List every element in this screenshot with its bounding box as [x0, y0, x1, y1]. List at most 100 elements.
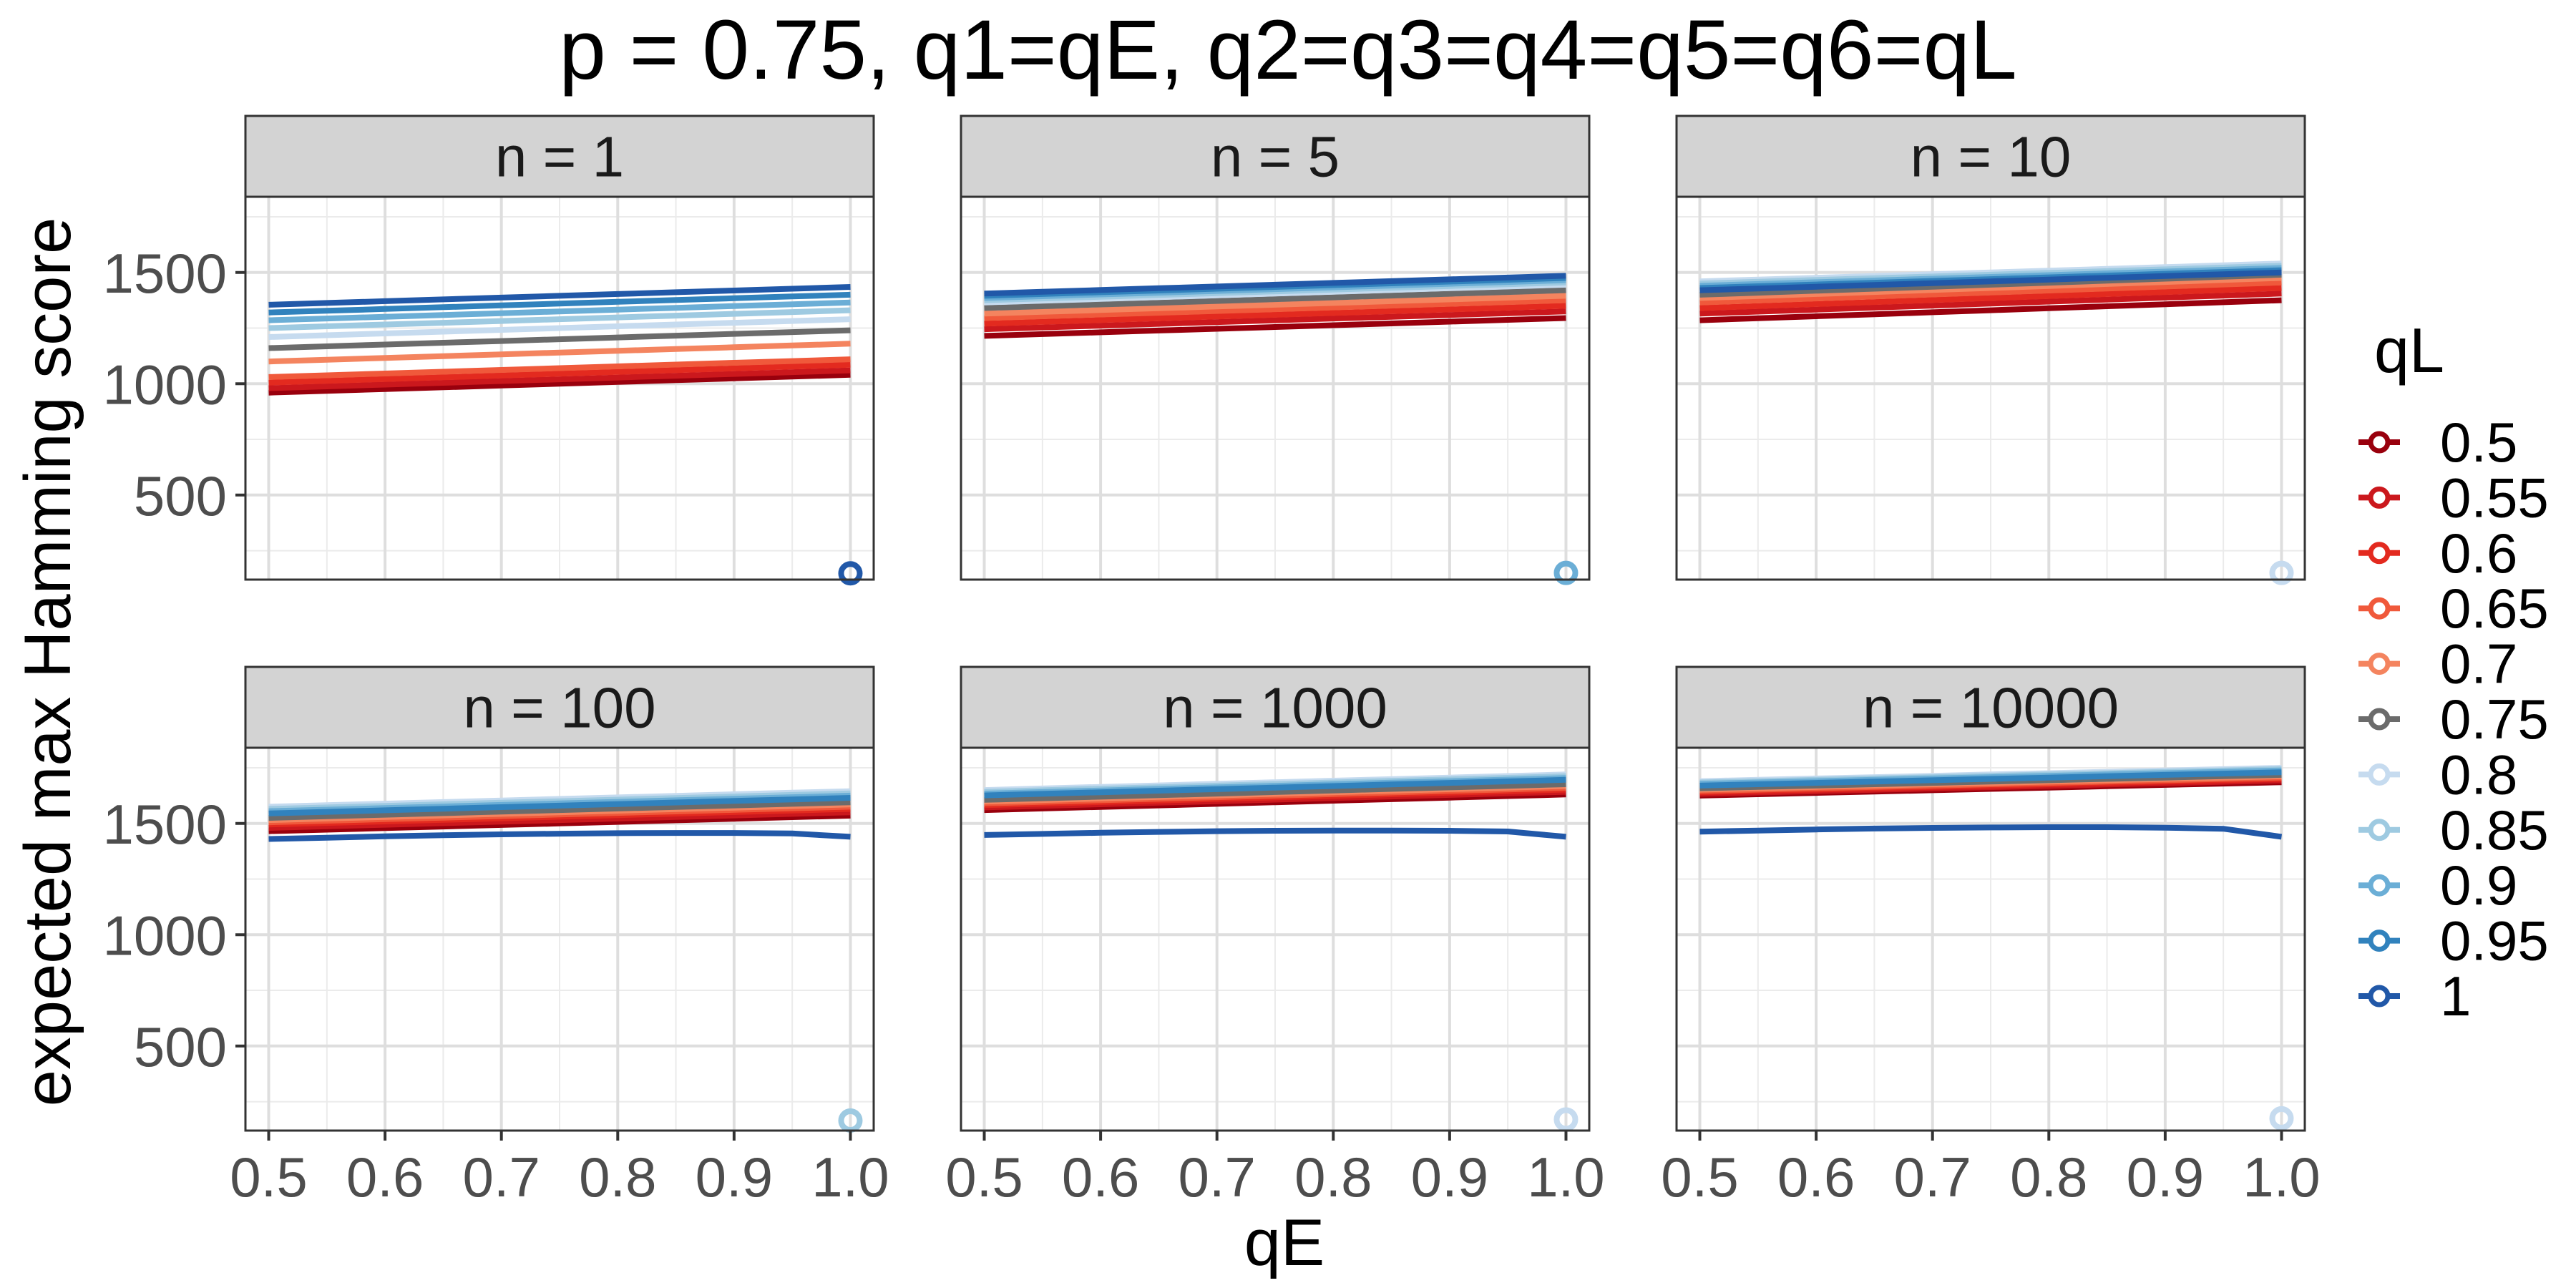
x-axis-label: qE: [1244, 1206, 1325, 1279]
y-tick-label: 1000: [102, 904, 227, 967]
legend-key-marker: [2368, 930, 2391, 952]
x-tick-label: 0.8: [2010, 1146, 2087, 1209]
legend-label: 0.95: [2440, 909, 2549, 972]
series-line-qL-0.6: [268, 361, 851, 386]
legend-label: 0.55: [2440, 466, 2549, 529]
panel-strip: [244, 665, 875, 749]
legend-label: 0.75: [2440, 688, 2549, 751]
series-line-qL-0.8: [268, 316, 851, 340]
legend-label: 1: [2440, 965, 2471, 1028]
legend-key-marker: [2368, 486, 2391, 509]
series-line-qL-0.65: [268, 356, 851, 380]
x-tick-label: 0.5: [945, 1146, 1023, 1209]
panel-border: [244, 746, 875, 1132]
data-point-marker: [2269, 1106, 2294, 1131]
x-tick-label: 0.6: [1777, 1146, 1855, 1209]
series-line-qL-1: [1699, 824, 2283, 840]
legend-label: 0.7: [2440, 633, 2517, 696]
series-line-qL-0.55: [268, 809, 851, 831]
series-line-qL-0.95: [268, 291, 851, 316]
panel-strip: [960, 665, 1591, 749]
panel-strip-label: n = 5: [1211, 125, 1340, 189]
series-line-qL-0.55: [1699, 291, 2282, 317]
legend-label: 0.65: [2440, 577, 2549, 640]
series-line-qL-1: [268, 830, 851, 842]
y-tick-label: 500: [134, 1015, 227, 1078]
series-line-qL-0.7: [268, 341, 851, 365]
series-line-qL-0.85: [268, 307, 851, 331]
data-point-marker: [838, 561, 863, 586]
legend-label: 0.6: [2440, 522, 2517, 585]
series-line-qL-0.65: [1699, 279, 2282, 306]
panel-strip-label: n = 10000: [1863, 676, 2119, 740]
panel-strip: [1675, 665, 2306, 749]
series-line-qL-0.5: [1699, 297, 2282, 323]
panel: n = 1 500 1000 1500: [102, 114, 875, 586]
panel-strip: [1675, 114, 2306, 198]
x-tick-label: 0.9: [2127, 1146, 2204, 1209]
panel: n = 10: [1675, 114, 2306, 585]
legend-key-marker: [2368, 819, 2391, 841]
legend-key-marker: [2368, 431, 2391, 454]
series-line-qL-0.5: [268, 812, 851, 834]
series-line-qL-0.95: [1699, 769, 2282, 789]
series-line-qL-0.6: [1699, 285, 2282, 311]
x-tick-label: 0.9: [696, 1146, 773, 1209]
series-line-qL-0.75: [268, 327, 851, 351]
panel-strip-label: n = 100: [463, 676, 655, 740]
data-point-marker: [2269, 560, 2294, 585]
series-line-qL-0.55: [268, 367, 851, 391]
x-tick-label: 0.5: [230, 1146, 307, 1209]
panel-border: [960, 746, 1591, 1132]
x-tick-label: 0.7: [462, 1146, 540, 1209]
legend-key-marker: [2368, 985, 2391, 1008]
panel-border: [960, 195, 1591, 581]
panel-strip: [960, 114, 1591, 198]
panel: n = 100 500 1000 1500 0.5 0.6 0.7 0.8 0.9 1.0: [102, 665, 889, 1209]
legend: qL 0.50.550.60.650.70.750.80.850.90.951: [2358, 315, 2549, 1028]
y-tick-label: 1500: [102, 242, 227, 305]
series-line-qL-1: [1699, 269, 2282, 293]
y-tick-label: 1000: [102, 353, 227, 416]
legend-key-marker: [2368, 763, 2391, 786]
series-line-qL-0.7: [1699, 275, 2282, 301]
legend-label: 0.8: [2440, 743, 2517, 806]
series-line-qL-0.9: [268, 299, 851, 323]
x-tick-label: 0.9: [1411, 1146, 1488, 1209]
x-tick-label: 0.7: [1178, 1146, 1255, 1209]
panel-strip-label: n = 1: [495, 125, 624, 189]
x-tick-label: 0.7: [1893, 1146, 1971, 1209]
data-point-marker: [1553, 1107, 1579, 1132]
series-line-qL-0.75: [984, 287, 1566, 311]
legend-key-marker: [2368, 708, 2391, 731]
legend-key-marker: [2368, 597, 2391, 620]
x-tick-label: 0.6: [1062, 1146, 1139, 1209]
series-line-qL-1: [984, 273, 1566, 297]
legend-title: qL: [2374, 315, 2444, 386]
x-tick-label: 0.5: [1661, 1146, 1738, 1209]
series-line-qL-1: [984, 827, 1566, 840]
series-line-qL-0.95: [984, 776, 1566, 799]
y-tick-label: 1500: [102, 793, 227, 856]
panel: n = 1000 0.5 0.6 0.7 0.8 0.9 1.0: [945, 665, 1605, 1209]
facet-panels: n = 1 500 1000 1500 n = 5 n = 10 n = 100 500 100…: [102, 114, 2321, 1209]
x-tick-label: 0.6: [346, 1146, 424, 1209]
panel-border: [244, 195, 875, 581]
series-line-qL-0.5: [268, 371, 851, 396]
legend-label: 0.85: [2440, 799, 2549, 862]
series-line-qL-0.75: [268, 799, 851, 821]
panel: n = 10000 0.5 0.6 0.7 0.8 0.9 1.0: [1661, 665, 2321, 1209]
series-line-qL-0.6: [984, 303, 1566, 327]
x-tick-label: 1.0: [811, 1146, 889, 1209]
panel-strip-label: n = 1000: [1163, 676, 1387, 740]
series-line-qL-0.55: [984, 308, 1566, 333]
y-axis-label: expected max Hamming score: [11, 218, 84, 1107]
x-tick-label: 0.8: [579, 1146, 656, 1209]
panel-strip-label: n = 10: [1911, 125, 2072, 189]
panel-border: [1675, 195, 2306, 581]
legend-key-marker: [2368, 542, 2391, 565]
panel-strip: [244, 114, 875, 198]
series-line-qL-0.5: [984, 315, 1566, 339]
panel-border: [1675, 746, 2306, 1132]
